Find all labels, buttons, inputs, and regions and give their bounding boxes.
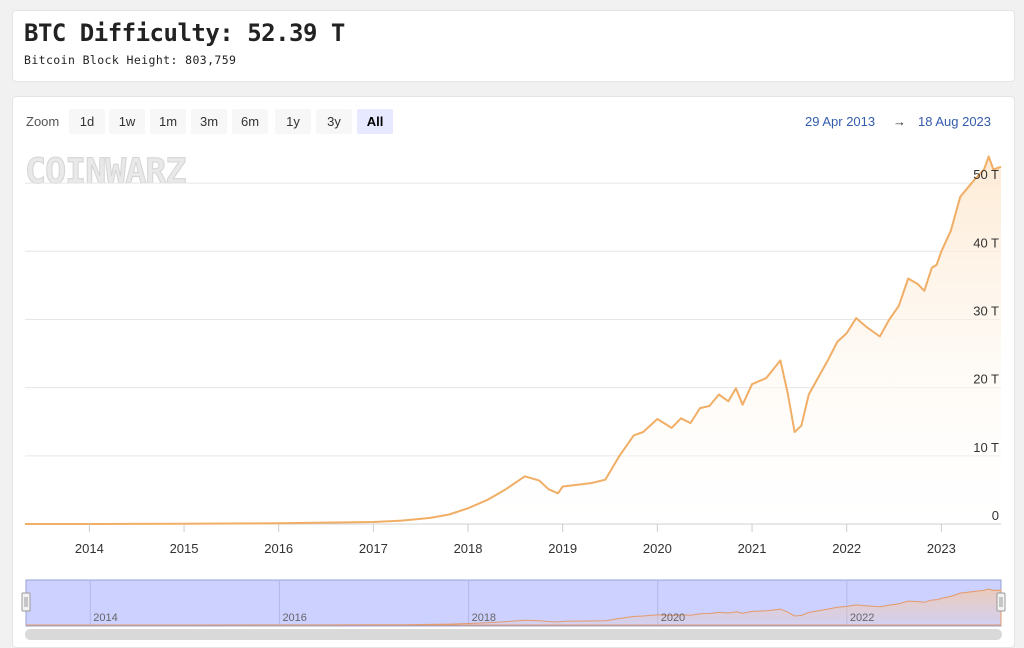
zoom-1y-button[interactable]: 1y (275, 109, 311, 134)
header-card: BTC Difficulty: 52.39 T Bitcoin Block He… (12, 10, 1015, 82)
zoom-1d-button[interactable]: 1d (69, 109, 105, 134)
range-from-date[interactable]: 29 Apr 2013 (805, 114, 876, 129)
x-tick-label: 2015 (170, 541, 199, 556)
y-tick-label: 50 T (973, 167, 999, 182)
navigator-label: 2018 (472, 612, 496, 624)
x-tick-label: 2016 (264, 541, 293, 556)
navigator-left-handle[interactable] (21, 592, 31, 612)
navigator-right-handle[interactable] (996, 592, 1006, 612)
x-tick-label: 2014 (75, 541, 104, 556)
x-tick-label: 2018 (454, 541, 483, 556)
difficulty-chart: COINWARZ 2014 2015 2016 2017 2018 2019 2020 202… (21, 152, 1006, 640)
y-tick-label: 30 T (973, 303, 999, 318)
y-tick-label: 20 T (973, 372, 999, 387)
navigator-scrollbar[interactable] (25, 629, 1002, 640)
coinwarz-watermark-logo: COINWARZ (25, 152, 186, 192)
navigator[interactable]: 2014 2016 2018 2020 2022 (21, 579, 1006, 640)
x-tick-label: 2020 (643, 541, 672, 556)
zoom-3m-button[interactable]: 3m (191, 109, 227, 134)
zoom-3y-button[interactable]: 3y (316, 109, 352, 134)
x-tick-label: 2022 (832, 541, 861, 556)
zoom-1w-button[interactable]: 1w (109, 109, 145, 134)
navigator-label: 2022 (850, 612, 874, 624)
block-height-text: Bitcoin Block Height: 803,759 (24, 53, 237, 67)
navigator-label: 2016 (282, 612, 306, 624)
zoom-all-button[interactable]: All (357, 109, 393, 134)
x-tick-label: 2019 (548, 541, 577, 556)
y-tick-label: 0 (992, 508, 999, 523)
x-tick-label: 2023 (927, 541, 956, 556)
x-tick-label: 2017 (359, 541, 388, 556)
range-arrow-icon: → (893, 114, 906, 129)
difficulty-area (25, 156, 1001, 524)
navigator-series (26, 588, 1002, 626)
zoom-1m-button[interactable]: 1m (150, 109, 186, 134)
range-to-date[interactable]: 18 Aug 2023 (918, 114, 992, 129)
difficulty-line (25, 155, 1002, 525)
page-title: BTC Difficulty: 52.39 T (24, 19, 345, 47)
chart-card: Zoom 1d 1w 1m 3m 6m 1y 3y All 29 Apr 201… (12, 96, 1015, 648)
y-tick-label: 10 T (973, 440, 999, 455)
navigator-label: 2014 (93, 612, 117, 624)
zoom-label: Zoom (26, 114, 60, 129)
zoom-6m-button[interactable]: 6m (232, 109, 268, 134)
y-tick-label: 40 T (973, 235, 999, 250)
x-tick-label: 2021 (738, 541, 767, 556)
navigator-label: 2020 (661, 612, 685, 624)
